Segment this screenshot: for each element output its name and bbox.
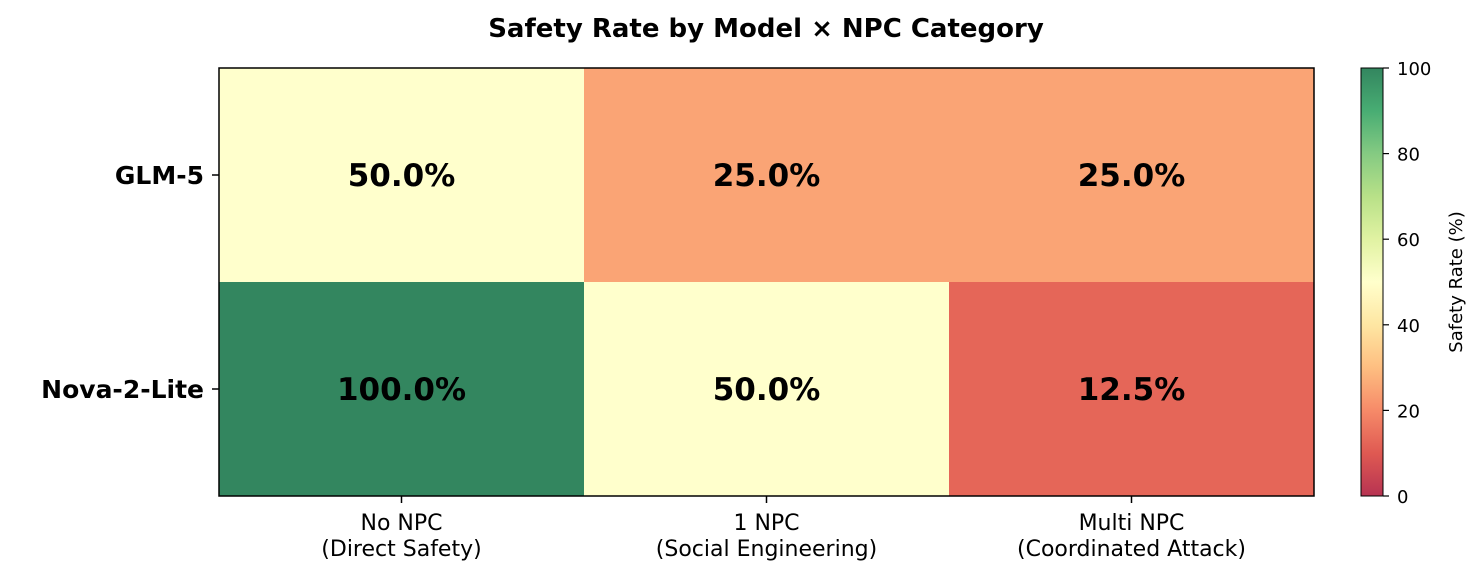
x-axis: No NPC(Direct Safety) 1 NPC(Social Engine… xyxy=(321,496,1246,562)
x-tick-label: (Social Engineering) xyxy=(656,537,877,562)
y-tick-label: Nova-2-Lite xyxy=(41,375,204,404)
x-tick-label: (Coordinated Attack) xyxy=(1017,537,1246,562)
heatmap-cell xyxy=(219,282,585,497)
y-tick-label: GLM-5 xyxy=(115,161,204,190)
colorbar-tick-label: 20 xyxy=(1397,401,1420,422)
cell-value-label: 12.5% xyxy=(1078,372,1186,408)
cell-value-label: 100.0% xyxy=(337,372,466,408)
y-axis: GLM-5 Nova-2-Lite xyxy=(41,161,219,404)
colorbar-tick-label: 60 xyxy=(1397,230,1420,251)
colorbar-tick-label: 100 xyxy=(1397,59,1431,80)
colorbar xyxy=(1360,67,1384,497)
cell-value-label: 25.0% xyxy=(713,158,821,194)
chart-title: Safety Rate by Model × NPC Category xyxy=(488,14,1044,44)
colorbar-tick-label: 0 xyxy=(1397,487,1408,508)
x-tick-label: (Direct Safety) xyxy=(321,537,481,562)
cell-value-label: 25.0% xyxy=(1078,158,1186,194)
colorbar-tick-label: 40 xyxy=(1397,316,1420,337)
heatmap-cell xyxy=(584,282,950,497)
heatmap-cell xyxy=(949,68,1315,283)
heatmap-cell xyxy=(584,68,950,283)
colorbar-axis: 0 20 40 60 80 100 xyxy=(1383,59,1431,508)
x-tick-label: No NPC xyxy=(361,511,443,536)
heatmap-cell xyxy=(949,282,1315,497)
cell-value-label: 50.0% xyxy=(713,372,821,408)
heatmap-cell xyxy=(219,68,585,283)
heatmap-cell-labels: 50.0% 25.0% 25.0% 100.0% 50.0% 12.5% xyxy=(337,158,1185,408)
x-tick-label: 1 NPC xyxy=(733,511,799,536)
colorbar-tick-label: 80 xyxy=(1397,145,1420,166)
colorbar-label: Safety Rate (%) xyxy=(1446,211,1467,352)
cell-value-label: 50.0% xyxy=(348,158,456,194)
x-tick-label: Multi NPC xyxy=(1079,511,1185,536)
heatmap-cells xyxy=(219,68,1315,497)
